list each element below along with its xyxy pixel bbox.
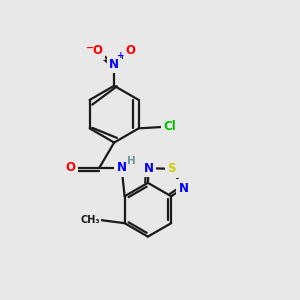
Text: N: N	[117, 161, 127, 174]
Text: CH₃: CH₃	[80, 215, 100, 225]
Text: N: N	[109, 58, 119, 71]
Text: Cl: Cl	[163, 120, 176, 134]
Text: −: −	[86, 43, 94, 53]
Text: +: +	[117, 51, 124, 60]
Text: O: O	[126, 44, 136, 57]
Text: N: N	[144, 162, 154, 175]
Text: O: O	[93, 44, 103, 57]
Text: S: S	[167, 162, 176, 176]
Text: H: H	[127, 156, 136, 166]
Text: O: O	[65, 161, 75, 174]
Text: N: N	[178, 182, 188, 195]
